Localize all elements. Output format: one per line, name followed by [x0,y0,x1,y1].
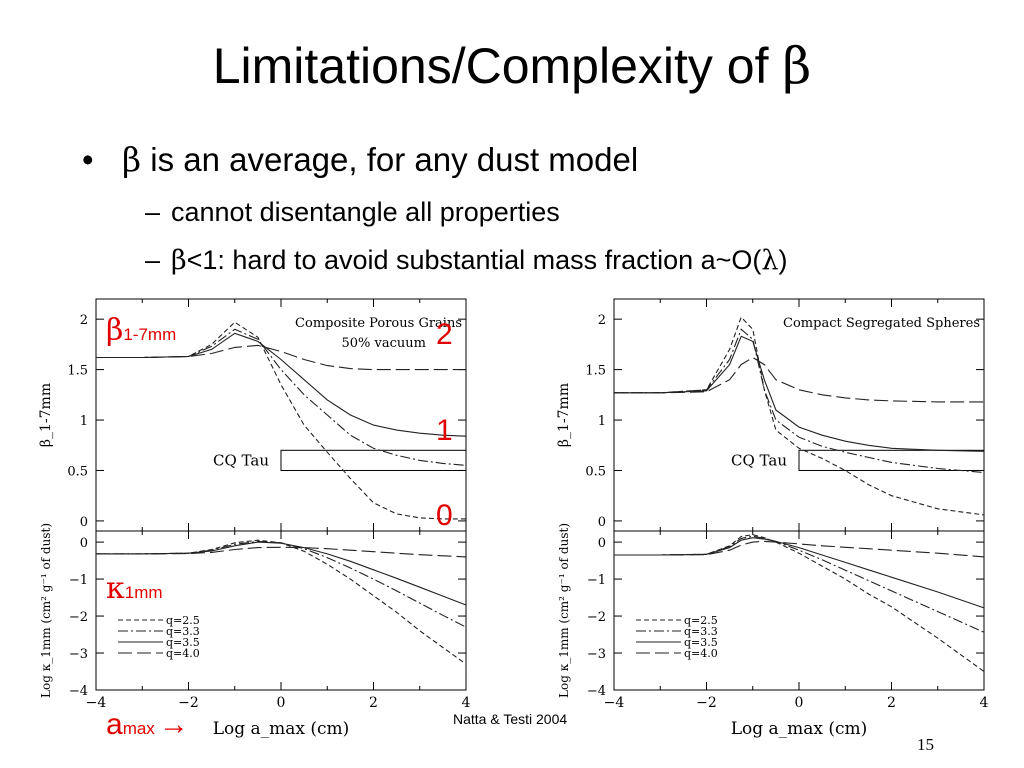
sub-bullet-beta-symbol: β [171,245,187,276]
sub-bullet-text-b: ) [778,245,788,275]
title-text: Limitations/Complexity of [212,38,783,94]
sub-bullet-dash: – [145,197,161,227]
y-tick-label-bottom: −1 [587,573,606,588]
overlay-mark-2: 2 [436,318,453,351]
y-tick-label-bottom: 0 [80,536,88,551]
beta-overlay-label: β1-7mm [106,314,176,352]
bullet-text: is an average, for any dust model [141,141,639,178]
x-tick-label: 2 [887,695,896,711]
chart-composite-porous-grains: −4 −2 0 2 4 0 0.5 1 1.5 2 0 −1 −2 −3 −4 Log a_max (cm) β… [38,298,471,738]
y-tick-label-bottom: −3 [69,647,88,662]
beta-series-line [614,328,985,474]
overlay-mark-0: 0 [436,499,453,532]
x-tick-label: 0 [795,695,804,711]
sub-bullet-disentangle: – cannot disentangle all properties [145,195,560,229]
slide-title: Limitations/Complexity of β [0,36,1024,96]
chart-subtitle: 50% vacuum [342,336,426,351]
cq-tau-box [280,449,467,471]
y-tick-label-bottom: −2 [69,610,88,625]
bullet-beta-average: • β is an average, for any dust model [82,140,638,180]
y-tick-label-bottom: −1 [69,573,88,588]
cq-tau-label: CQ Tau [731,451,787,469]
sub-bullet-dash: – [145,245,161,275]
beta-series-line [614,356,984,403]
kappa-series-line [96,546,467,558]
legend-label: q=3.3 [684,625,718,638]
x-tick-label: 2 [369,695,378,711]
bullet-beta-symbol: β [122,140,142,179]
sub-bullet-lambda-symbol: λ [761,245,779,276]
legend-label: q=4.0 [166,647,200,660]
kappa-series-line [614,537,985,609]
amax-overlay-main: a [106,708,123,741]
legend-label: q=2.5 [684,614,718,627]
x-tick-label: 4 [980,695,989,711]
y-axis-label-bottom: Log κ_1mm (cm² g⁻¹ of dust) [39,523,53,698]
y-tick-label-top: 1.5 [585,364,606,379]
y-axis-label-top: β_1-7mm [556,383,572,447]
x-tick-label: −4 [86,695,107,711]
kappa-series-line [96,540,467,628]
sub-bullet-text-a: <1: hard to avoid substantial mass fract… [186,245,762,275]
x-tick-label: 0 [277,695,286,711]
x-axis-label: Log a_max (cm) [731,719,868,738]
bullet-dot: • [82,141,94,178]
chart-title: Compact Segregated Spheres [783,316,980,331]
y-tick-label-top: 0 [598,515,606,530]
y-tick-label-top: 2 [598,313,606,328]
kappa-series-line [614,540,985,558]
citation: Natta & Testi 2004 [453,711,568,727]
legend-label: q=3.5 [684,636,718,649]
chart-title: Composite Porous Grains [295,316,462,331]
cq-tau-label: CQ Tau [213,451,269,469]
x-tick-label: 4 [462,695,471,711]
kappa-overlay-label: κ1mm [106,572,163,610]
y-axis-label-top: β_1-7mm [38,383,54,447]
kappa-overlay-subscript: 1mm [124,583,163,602]
x-tick-label: −2 [178,695,199,711]
page-number: 15 [917,735,934,754]
amax-overlay-subscript: max [122,719,155,738]
y-tick-label-top: 2 [80,313,88,328]
legend-label: q=3.5 [166,636,200,649]
arrow-icon: → [158,708,189,741]
y-tick-label-bottom: −2 [587,610,606,625]
y-tick-label-top: 1 [598,414,606,429]
y-tick-label-top: 0.5 [67,464,88,479]
amax-overlay-label: amax → [106,708,189,746]
y-tick-label-bottom: 0 [598,536,606,551]
kappa-overlay-symbol: κ [106,571,125,606]
overlay-mark-1: 1 [436,414,453,447]
sub-bullet-text: cannot disentangle all properties [171,197,560,227]
x-tick-label: −4 [604,695,625,711]
beta-series-line [614,335,985,452]
y-tick-label-top: 1.5 [67,364,88,379]
title-beta-symbol: β [782,37,812,95]
y-tick-label-bottom: −3 [587,647,606,662]
legend-label: q=4.0 [684,647,718,660]
y-tick-label-bottom: −4 [69,684,88,699]
beta-series-line [96,344,466,371]
chart-compact-segregated-spheres: −4 −2 0 2 4 0 0.5 1 1.5 2 0 −1 −2 −3 −4 Log a_max (cm) β… [556,298,989,738]
beta-series-line [614,316,985,516]
beta-overlay-subscript: 1-7mm [123,325,177,344]
legend-label: q=2.5 [166,614,200,627]
kappa-series-line [614,535,985,633]
y-tick-label-top: 0.5 [585,464,606,479]
cq-tau-box [798,449,985,471]
y-tick-label-top: 1 [80,414,88,429]
sub-bullet-mass-fraction: – β<1: hard to avoid substantial mass fra… [145,243,788,278]
beta-overlay-symbol: β [106,313,124,348]
y-axis-label-bottom: Log κ_1mm (cm² g⁻¹ of dust) [557,523,571,698]
y-tick-label-bottom: −4 [587,684,606,699]
legend-label: q=3.3 [166,625,200,638]
x-axis-label: Log a_max (cm) [213,719,350,738]
x-tick-label: −2 [696,695,717,711]
y-tick-label-top: 0 [80,515,88,530]
beta-series-line [96,332,467,437]
kappa-series-line [96,541,467,606]
